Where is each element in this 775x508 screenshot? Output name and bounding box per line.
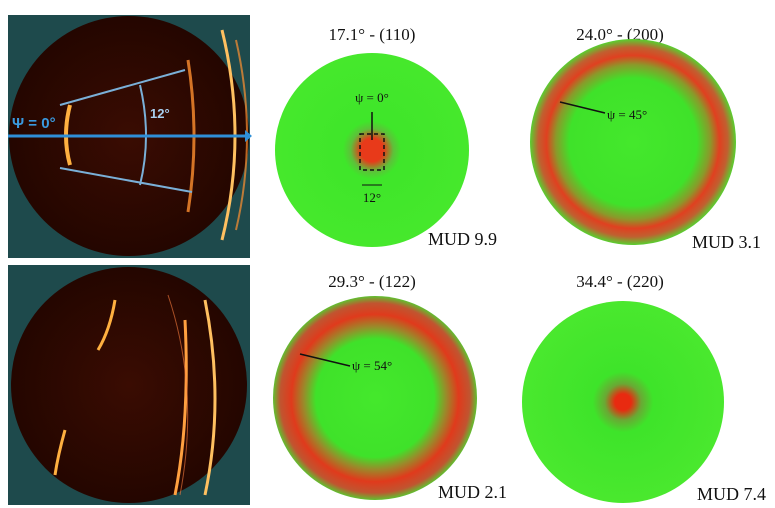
pole-figure-title: 29.3° - (122)	[328, 272, 416, 291]
annotation: ψ = 0°	[355, 90, 389, 105]
pole-figure-title: 24.0° - (200)	[576, 25, 664, 44]
pole-figure: 24.0° - (200) ψ = 45° MUD 3.1	[530, 25, 761, 252]
pole-figure-title: 17.1° - (110)	[329, 25, 416, 44]
pole-figure: 34.4° - (220) MUD 7.4	[522, 272, 766, 504]
pole-figure-title: 34.4° - (220)	[576, 272, 664, 291]
diffraction-image-top: Ψ = 0° 12°	[8, 15, 252, 258]
diffraction-image-bottom	[8, 265, 250, 505]
annotation: ψ = 45°	[607, 107, 647, 122]
psi-label: Ψ = 0°	[12, 115, 56, 132]
angle-label: 12°	[150, 106, 170, 121]
mud-label: MUD 7.4	[697, 484, 766, 504]
mud-label: MUD 9.9	[428, 229, 497, 249]
angle-label: 12°	[363, 190, 381, 205]
pole-figure: 29.3° - (122) ψ = 54° MUD 2.1	[273, 272, 507, 502]
mud-label: MUD 2.1	[438, 482, 507, 502]
mud-label: MUD 3.1	[692, 232, 761, 252]
pole-figure: 17.1° - (110) ψ = 0° 12° MUD 9.9	[275, 25, 497, 249]
annotation: ψ = 54°	[352, 358, 392, 373]
